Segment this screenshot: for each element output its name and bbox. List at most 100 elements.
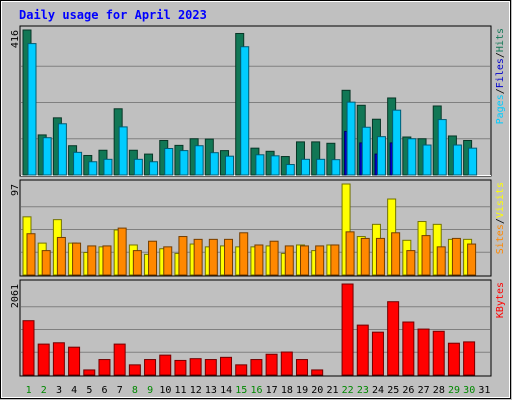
sites-bar <box>208 238 218 276</box>
x-tick-label: 10 <box>159 385 171 396</box>
sites-bar <box>391 232 401 276</box>
x-tick-label: 19 <box>296 385 308 396</box>
x-tick-label: 12 <box>190 385 202 396</box>
kbytes-bar <box>174 359 187 376</box>
x-tick-label: 24 <box>372 385 384 396</box>
pages-bar <box>346 101 356 176</box>
kbytes-bar <box>159 354 172 376</box>
sites-bar <box>467 243 477 276</box>
pages-bar <box>376 136 386 176</box>
hits-bar <box>326 142 336 176</box>
x-tick-label: 1 <box>26 385 32 396</box>
legend-separator: / <box>495 88 506 94</box>
kbytes-bar <box>37 343 50 376</box>
sites-bar <box>345 231 355 276</box>
pages-bar <box>133 158 143 176</box>
sites-bar <box>451 237 461 276</box>
pages-bar <box>452 144 462 176</box>
x-tick-label: 6 <box>102 385 108 396</box>
pages-bar <box>285 164 295 176</box>
pages-bar <box>300 158 310 176</box>
x-tick-label: 16 <box>250 385 262 396</box>
x-tick-label: 13 <box>205 385 217 396</box>
legend-entry-hits: Hits <box>495 28 506 52</box>
x-tick-label: 18 <box>281 385 293 396</box>
x-tick-label: 23 <box>357 385 369 396</box>
sites-bar <box>254 244 264 276</box>
pages-bar <box>149 161 159 176</box>
kbytes-bar <box>265 353 278 376</box>
kbytes-bar <box>189 358 202 376</box>
x-tick-label: 21 <box>326 385 338 396</box>
sites-bar <box>284 245 294 276</box>
sites-bar <box>224 238 234 276</box>
sites-bar <box>117 227 127 276</box>
x-tick-label: 17 <box>266 385 278 396</box>
pages-bar <box>103 158 113 176</box>
sites-bar <box>26 233 36 276</box>
sites-bar <box>178 236 188 276</box>
pages-bar <box>27 43 37 176</box>
x-tick-label: 26 <box>402 385 414 396</box>
pages-bar <box>73 151 83 176</box>
kbytes-bar <box>341 283 354 376</box>
legend-separator: / <box>495 52 506 58</box>
legend-separator: / <box>495 218 506 224</box>
pages-bar <box>407 138 417 176</box>
kbytes-bar <box>311 369 324 376</box>
legend-entry-sites: Sites <box>495 224 506 254</box>
sites-bar <box>360 237 370 276</box>
sites-bar <box>132 250 142 276</box>
legend-entry-files: Files <box>495 58 506 88</box>
kbytes-bar <box>250 359 263 376</box>
pages-bar <box>179 150 189 176</box>
pages-bar <box>422 144 432 176</box>
pages-bar <box>209 152 219 176</box>
sites-bar <box>56 236 66 276</box>
kbytes-bar <box>463 341 476 376</box>
pages-bar <box>57 123 67 176</box>
x-tick-label: 2 <box>41 385 47 396</box>
x-tick-label: 30 <box>463 385 475 396</box>
legend-entry-pages: Pages <box>495 94 506 124</box>
kbytes-bar <box>22 320 35 376</box>
kbytes-bar <box>128 364 141 376</box>
pages-bar <box>88 161 98 176</box>
sites-bar <box>299 245 309 276</box>
sites-bar <box>163 246 173 276</box>
x-tick-label: 29 <box>448 385 460 396</box>
sites-bar <box>315 245 325 276</box>
kbytes-bar <box>144 359 157 376</box>
chart-frame-light <box>1 1 510 398</box>
x-tick-label: 5 <box>86 385 92 396</box>
sites-bar <box>102 245 112 276</box>
pages-bar <box>240 46 250 176</box>
pages-bar <box>316 158 326 176</box>
kbytes-bar <box>417 328 430 376</box>
sites-bar <box>436 246 446 276</box>
pages-bar <box>118 126 128 176</box>
y-max-label: 2061 <box>10 284 21 308</box>
pages-bar <box>392 109 402 176</box>
x-tick-label: 15 <box>235 385 247 396</box>
kbytes-bar <box>387 301 400 376</box>
legend-visits: Sites/Visits <box>495 182 506 254</box>
x-tick-label: 9 <box>147 385 153 396</box>
kbytes-bar <box>280 351 293 376</box>
y-max-label: 97 <box>10 184 21 196</box>
kbytes-bar <box>98 359 111 376</box>
kbytes-bar <box>402 321 415 376</box>
kbytes-bar <box>295 359 308 376</box>
pages-bar <box>468 147 478 176</box>
pages-bar <box>331 159 341 176</box>
x-tick-label: 14 <box>220 385 232 396</box>
x-tick-label: 31 <box>478 385 490 396</box>
pages-bar <box>437 119 447 176</box>
sites-bar <box>330 244 340 276</box>
x-tick-label: 4 <box>71 385 77 396</box>
sites-bar <box>239 232 249 276</box>
x-tick-label: 8 <box>132 385 138 396</box>
legend-entry-kbytes: KBytes <box>495 282 506 318</box>
